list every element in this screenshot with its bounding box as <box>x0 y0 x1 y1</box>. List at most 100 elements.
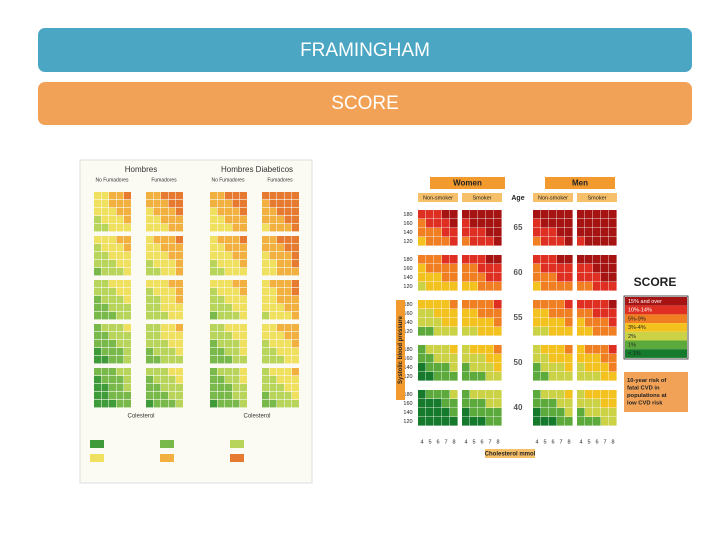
table-cell <box>269 312 277 320</box>
sbp-label: 180 <box>403 392 412 398</box>
sbp-label: 180 <box>403 347 412 353</box>
table-cell <box>161 340 168 348</box>
table-cell <box>94 200 101 208</box>
risk-cell <box>426 372 434 381</box>
risk-cell <box>442 399 450 408</box>
risk-cell <box>565 237 573 246</box>
table-cell <box>277 260 284 268</box>
table-cell <box>116 400 124 408</box>
table-cell <box>176 376 183 384</box>
sbp-label: 180 <box>403 212 412 218</box>
risk-cell <box>418 345 426 354</box>
table-cell <box>217 244 225 252</box>
table-cell <box>292 312 299 320</box>
table-cell <box>277 200 284 208</box>
table-cell <box>109 192 116 200</box>
risk-cell <box>541 237 549 246</box>
table-cell <box>124 288 131 296</box>
table-cell <box>277 296 284 304</box>
sbp-label: 140 <box>403 365 412 371</box>
table-cell <box>225 340 232 348</box>
risk-cell <box>593 408 601 417</box>
table-cell <box>101 384 109 392</box>
table-cell <box>146 280 153 288</box>
risk-cell <box>478 300 486 309</box>
table-cell <box>269 356 277 364</box>
table-cell <box>101 252 109 260</box>
table-cell <box>168 208 176 216</box>
table-cell <box>153 244 161 252</box>
table-cell <box>109 384 116 392</box>
risk-cell <box>549 363 557 372</box>
risk-cell <box>585 264 593 273</box>
risk-cell <box>577 255 585 264</box>
risk-cell <box>541 210 549 219</box>
table-cell <box>269 208 277 216</box>
table-cell <box>176 312 183 320</box>
risk-cell <box>486 345 494 354</box>
risk-cell <box>541 318 549 327</box>
risk-cell <box>434 237 442 246</box>
risk-cell <box>557 318 565 327</box>
risk-cell <box>426 408 434 417</box>
risk-cell <box>494 228 502 237</box>
table-cell <box>94 288 101 296</box>
group-header <box>430 177 505 189</box>
risk-cell <box>494 282 502 291</box>
table-cell <box>161 236 168 244</box>
risk-cell <box>434 264 442 273</box>
table-cell <box>94 216 101 224</box>
risk-cell <box>426 219 434 228</box>
table-cell <box>116 280 124 288</box>
group-label: Women <box>453 179 482 188</box>
risk-cell <box>434 372 442 381</box>
table-cell <box>161 280 168 288</box>
table-cell <box>146 224 153 232</box>
table-cell <box>292 340 299 348</box>
risk-cell <box>601 345 609 354</box>
table-cell <box>262 252 269 260</box>
risk-cell <box>593 327 601 336</box>
table-cell <box>210 392 217 400</box>
table-cell <box>176 268 183 276</box>
table-cell <box>153 260 161 268</box>
risk-cell <box>494 354 502 363</box>
table-cell <box>94 192 101 200</box>
table-cell <box>262 392 269 400</box>
table-cell <box>116 340 124 348</box>
table-cell <box>292 304 299 312</box>
table-cell <box>176 304 183 312</box>
risk-cell <box>418 327 426 336</box>
title-banner <box>38 28 692 72</box>
risk-cell <box>470 300 478 309</box>
table-cell <box>225 260 232 268</box>
risk-cell <box>541 219 549 228</box>
table-cell <box>217 268 225 276</box>
risk-cell <box>462 264 470 273</box>
risk-cell <box>593 363 601 372</box>
table-cell <box>269 252 277 260</box>
risk-cell <box>549 309 557 318</box>
risk-cell <box>541 372 549 381</box>
table-cell <box>210 384 217 392</box>
risk-cell <box>470 354 478 363</box>
chol-label: 8 <box>452 439 455 445</box>
risk-cell <box>450 345 458 354</box>
sbp-label: 140 <box>403 320 412 326</box>
table-cell <box>240 312 247 320</box>
risk-cell <box>450 300 458 309</box>
risk-cell <box>585 399 593 408</box>
risk-cell <box>442 264 450 273</box>
risk-cell <box>557 417 565 426</box>
risk-cell <box>593 228 601 237</box>
table-cell <box>240 348 247 356</box>
y-label-box <box>396 300 405 400</box>
table-cell <box>168 200 176 208</box>
risk-cell <box>442 390 450 399</box>
risk-cell <box>442 282 450 291</box>
table-cell <box>153 280 161 288</box>
table-cell <box>153 340 161 348</box>
age-label: 50 <box>514 358 523 367</box>
table-cell <box>94 368 101 376</box>
risk-cell <box>442 237 450 246</box>
